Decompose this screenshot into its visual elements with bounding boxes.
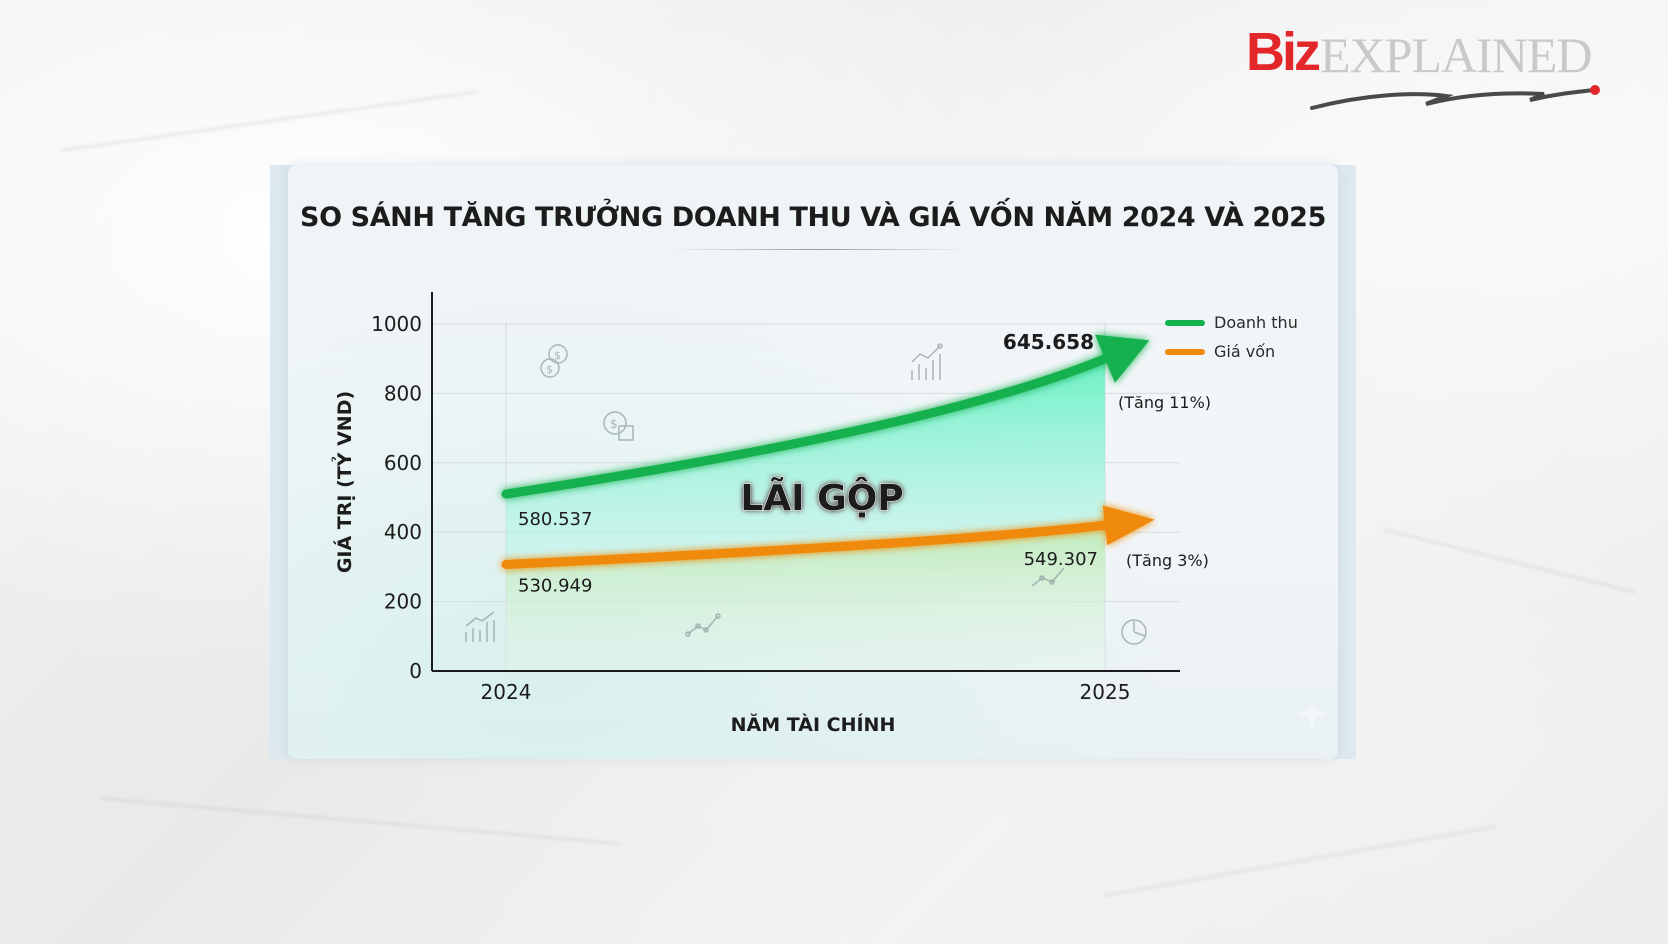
cost-series-arrowhead xyxy=(1102,505,1155,546)
revenue-2025-value: 645.658 xyxy=(1003,330,1094,354)
cost-series-line xyxy=(501,520,1110,569)
chart-legend: Doanh thu Giá vốn xyxy=(1165,308,1298,366)
sparkle-icon xyxy=(1298,700,1326,728)
legend-item-revenue: Doanh thu xyxy=(1165,308,1298,337)
svg-text:$: $ xyxy=(546,363,553,376)
money-stack-icon: $ xyxy=(603,411,634,441)
y-tick-label: 1000 xyxy=(371,312,422,336)
gross-profit-annotation: LÃI GỘP xyxy=(740,476,903,519)
revenue-growth-label: (Tăng 11%) xyxy=(1118,393,1211,412)
svg-text:$: $ xyxy=(554,349,561,362)
y-axis-label: GIÁ TRỊ (TỶ VND) xyxy=(334,390,356,574)
x-tick-label: 2025 xyxy=(1080,680,1131,704)
revenue-series-arrowhead xyxy=(1095,334,1150,383)
bizexplained-logo: EXPLAINED Biz xyxy=(1246,22,1600,110)
revenue-series-line xyxy=(501,354,1110,499)
svg-text:$: $ xyxy=(610,417,618,431)
revenue-series xyxy=(501,334,1150,499)
bar-chart-growth-icon xyxy=(465,611,495,642)
legend-swatch-cost xyxy=(1165,348,1205,355)
y-tick-label: 600 xyxy=(384,451,422,475)
legend-item-cost: Giá vốn xyxy=(1165,337,1298,366)
y-tick-label: 800 xyxy=(384,381,422,405)
y-tick-label: 200 xyxy=(384,590,422,614)
logo-explained-text: EXPLAINED xyxy=(1320,27,1593,83)
x-axis-label: NĂM TÀI CHÍNH xyxy=(730,714,896,736)
cost-2025-value: 549.307 xyxy=(1024,549,1098,570)
cost-area xyxy=(506,525,1105,671)
legend-label-revenue: Doanh thu xyxy=(1214,313,1298,332)
cost-growth-label: (Tăng 3%) xyxy=(1126,551,1209,570)
cost-series xyxy=(501,505,1155,569)
pie-chart-icon xyxy=(1121,619,1147,645)
logo-scribble xyxy=(1310,85,1600,110)
y-tick-label: 400 xyxy=(384,520,422,544)
y-tick-label: 0 xyxy=(409,659,422,683)
legend-swatch-revenue xyxy=(1165,319,1205,326)
title-divider xyxy=(668,249,968,250)
cost-2024-value: 530.949 xyxy=(518,575,592,596)
trend-line-icon xyxy=(1031,567,1065,587)
dollar-coins-icon: $ $ xyxy=(540,344,568,378)
revenue-2024-value: 580.537 xyxy=(518,509,592,530)
x-tick-label: 2024 xyxy=(481,680,532,704)
legend-label-cost: Giá vốn xyxy=(1214,342,1276,361)
chart-title: SO SÁNH TĂNG TRƯỞNG DOANH THU VÀ GIÁ VỐN… xyxy=(300,202,1326,233)
trend-line-icon xyxy=(685,613,721,637)
logo-biz-text: Biz xyxy=(1246,22,1321,82)
bar-chart-growth-icon xyxy=(911,343,943,380)
